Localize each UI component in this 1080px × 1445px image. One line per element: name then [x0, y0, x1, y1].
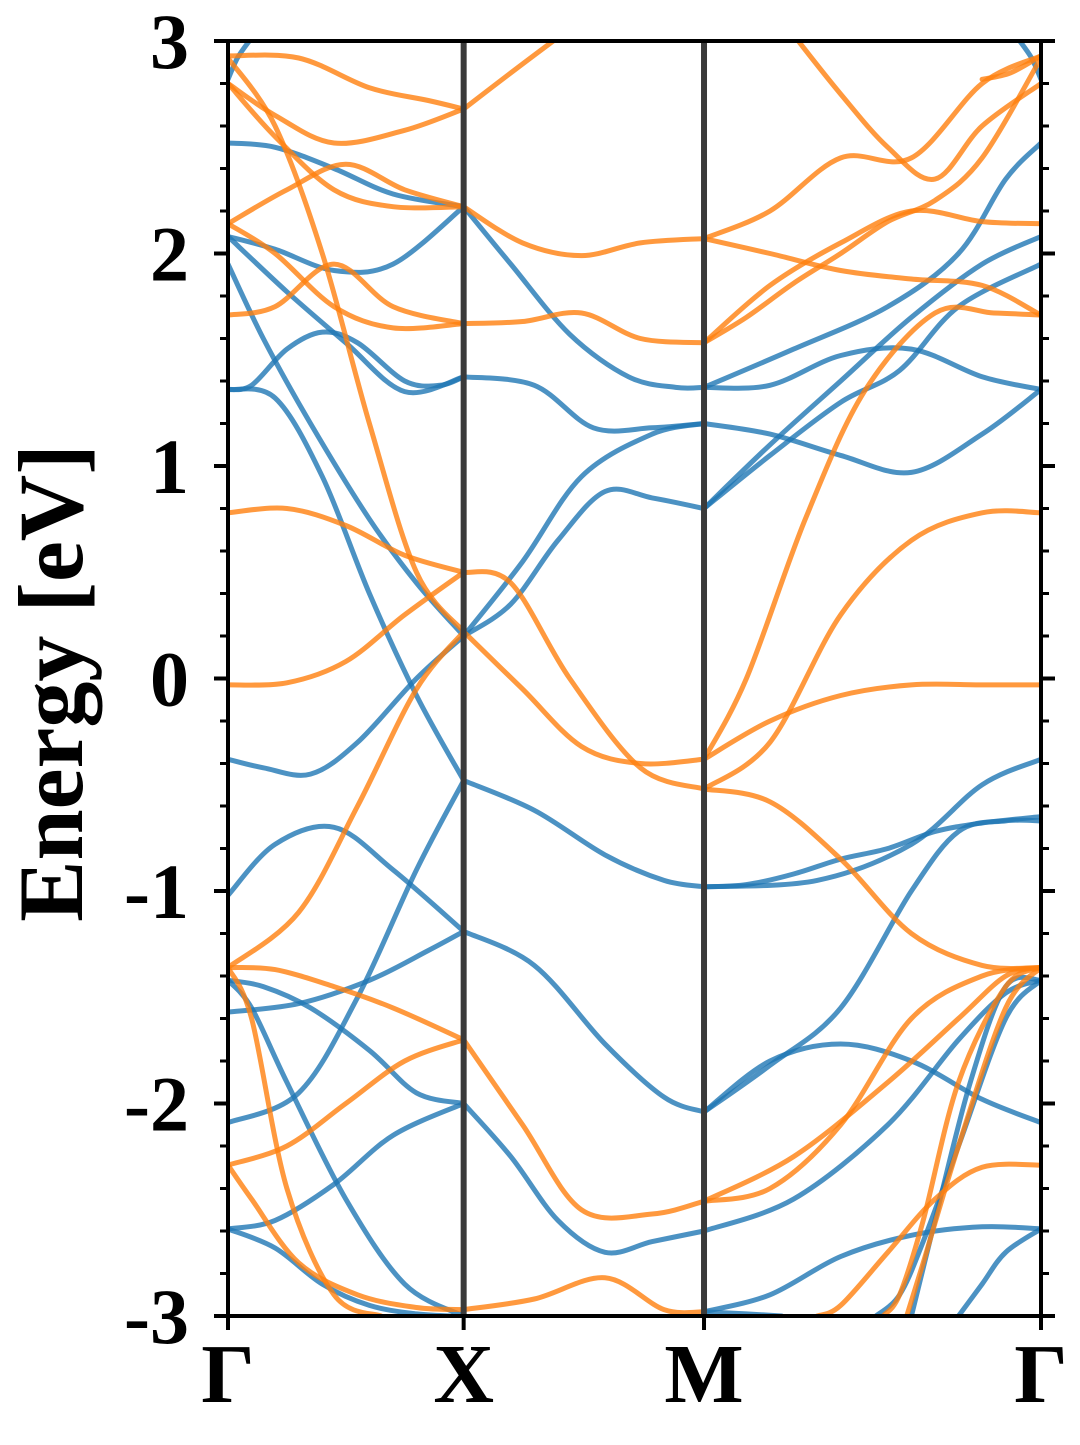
- band-line-blue: [461, 1101, 707, 1256]
- band-line-orange: [228, 221, 467, 332]
- bands-layer: [228, 41, 1041, 1316]
- band-line-orange: [814, 1161, 1041, 1316]
- band-line-orange: [701, 53, 1041, 242]
- band-line-orange: [461, 569, 707, 792]
- band-line-orange: [228, 964, 467, 1043]
- band-line-blue: [228, 204, 467, 275]
- band-line-blue: [461, 204, 707, 391]
- band-line-orange: [701, 681, 1041, 762]
- plot-frame: [226, 39, 1043, 1318]
- y-tick-labels: -3 -2 -1 0 1 2 3: [124, 0, 189, 1360]
- band-line-blue: [701, 387, 1041, 476]
- band-line-blue: [461, 486, 707, 639]
- band-line-blue: [228, 977, 467, 1106]
- band-line-blue: [701, 140, 1041, 390]
- band-line-blue: [461, 421, 707, 639]
- x-tick-label: M: [664, 1328, 743, 1421]
- band-line-orange: [228, 81, 467, 211]
- band-line-blue: [228, 261, 467, 639]
- x-tick-label: X: [433, 1328, 494, 1421]
- y-tick-label: 1: [150, 423, 189, 510]
- high-symmetry-lines: [460, 41, 708, 1316]
- band-line-orange: [461, 309, 707, 346]
- band-line-orange: [979, 53, 1041, 82]
- y-tick-label: 0: [150, 636, 189, 723]
- axes: [214, 39, 1055, 1330]
- band-line-orange: [461, 204, 707, 259]
- band-line-blue: [701, 1224, 1041, 1315]
- band-line-orange: [701, 508, 1041, 792]
- band-line-blue: [701, 261, 1041, 511]
- band-line-orange: [228, 505, 467, 575]
- x-tick-label: Γ: [1014, 1328, 1067, 1421]
- band-line-orange: [701, 304, 1041, 762]
- band-line-blue: [461, 778, 707, 890]
- band-line-orange: [228, 261, 467, 327]
- band-line-blue: [228, 633, 467, 778]
- band-line-orange: [461, 41, 556, 112]
- band-line-orange: [701, 236, 1041, 318]
- band-line-blue: [701, 977, 1041, 1234]
- band-line-orange: [228, 629, 467, 970]
- y-tick-label: -1: [124, 848, 189, 935]
- band-line-orange: [701, 965, 1041, 1204]
- band-line-orange: [880, 965, 1041, 1316]
- band-line-blue: [461, 374, 707, 434]
- band-line-orange: [228, 161, 467, 227]
- band-line-orange: [228, 81, 467, 146]
- y-tick-label: -3: [124, 1273, 189, 1360]
- band-line-orange: [461, 1275, 707, 1316]
- band-line-orange: [228, 52, 467, 112]
- y-axis-label: Energy [eV]: [0, 444, 102, 922]
- band-line-blue: [228, 778, 467, 1126]
- band-line-blue: [228, 386, 467, 783]
- band-line-blue: [701, 1041, 1041, 1126]
- y-tick-label: 3: [150, 0, 189, 85]
- x-tick-label: Γ: [201, 1328, 254, 1421]
- band-line-blue: [228, 1101, 467, 1232]
- band-line-orange: [228, 55, 467, 635]
- band-line-orange: [701, 207, 1041, 346]
- band-line-blue: [956, 1226, 1041, 1316]
- band-line-orange: [701, 786, 1041, 971]
- band-line-blue: [701, 814, 1041, 890]
- band-line-orange: [795, 41, 1041, 182]
- y-tick-label: 2: [150, 211, 189, 298]
- band-line-blue: [701, 756, 1041, 890]
- band-line-blue: [461, 928, 707, 1115]
- band-line-blue: [908, 974, 1041, 1316]
- band-line-orange: [228, 965, 384, 1316]
- band-line-orange: [461, 629, 707, 767]
- band-line-orange: [461, 1037, 707, 1221]
- band-line-orange: [701, 965, 1041, 1204]
- band-line-orange: [228, 569, 467, 688]
- band-line-blue: [701, 234, 1041, 511]
- band-line-orange: [904, 965, 1041, 1316]
- band-line-orange: [701, 55, 1041, 346]
- band-line-orange: [228, 1037, 467, 1168]
- band-line-orange: [228, 1162, 467, 1313]
- y-tick-label: -2: [124, 1061, 189, 1148]
- band-line-blue: [701, 817, 1041, 1115]
- band-line-blue: [228, 823, 467, 934]
- band-line-blue: [228, 928, 467, 1015]
